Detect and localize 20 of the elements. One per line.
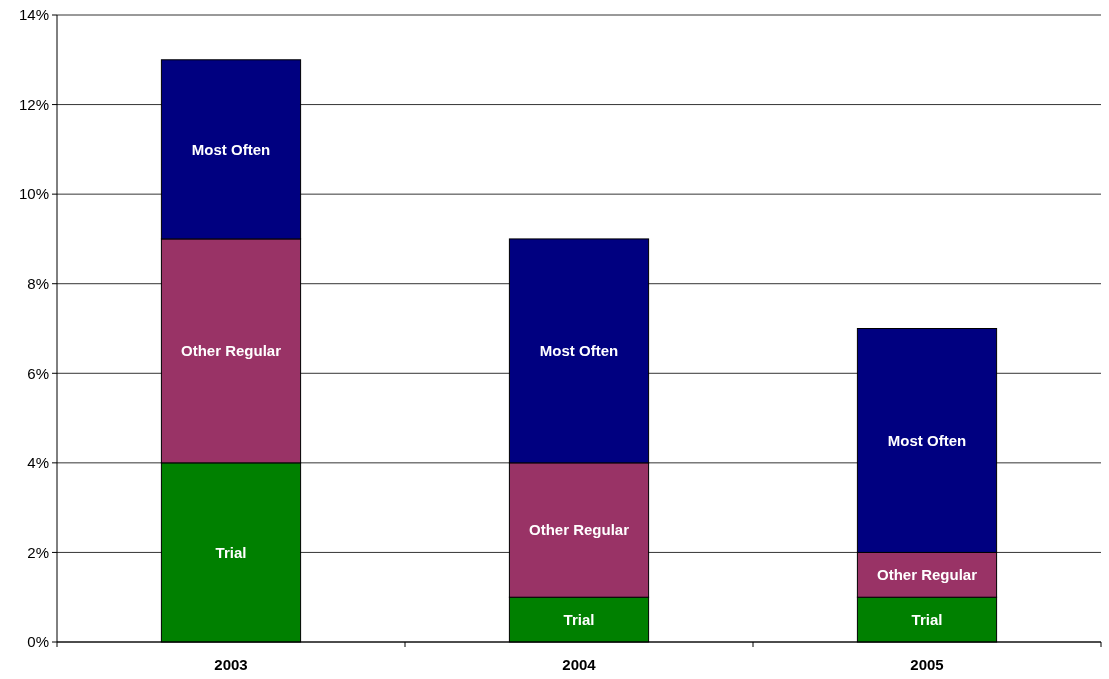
y-tick-label: 6% bbox=[27, 364, 49, 382]
text: Trial bbox=[911, 610, 943, 628]
y-tick-label: 10% bbox=[18, 185, 49, 203]
y-tick-label: 12% bbox=[18, 95, 49, 113]
y-tick-label: 4% bbox=[27, 454, 49, 472]
x-tick-label: 2004 bbox=[562, 656, 597, 673]
text: Other Regular bbox=[528, 521, 630, 539]
series-label: Trial bbox=[563, 610, 595, 628]
y-tick-label: 2% bbox=[27, 543, 49, 561]
text: Trial bbox=[215, 543, 247, 561]
x-tick-label: 2003 bbox=[214, 656, 248, 673]
series-label: Other Regular bbox=[876, 566, 978, 584]
x-tick-label: 2005 bbox=[910, 656, 944, 673]
text: Most Often bbox=[887, 431, 967, 449]
text: Most Often bbox=[539, 342, 619, 360]
text: Other Regular bbox=[180, 342, 282, 360]
y-tick-label: 8% bbox=[27, 274, 49, 292]
y-tick-label: 14% bbox=[18, 6, 49, 24]
series-label: Most Often bbox=[191, 140, 271, 158]
y-tick-label: 0% bbox=[27, 633, 49, 651]
